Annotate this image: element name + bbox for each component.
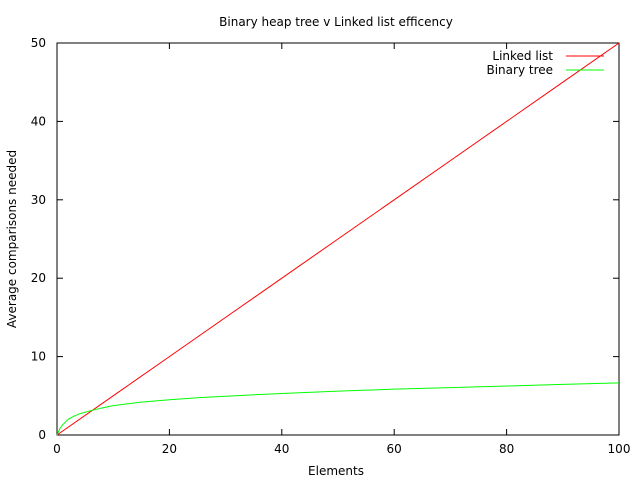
y-tick-label: 30 xyxy=(31,193,46,207)
axis-ticks: 0 20 40 60 80 100 0 10 20 30 40 50 xyxy=(31,36,631,456)
series-group xyxy=(56,42,620,436)
chart-title: Binary heap tree v Linked list efficency xyxy=(219,15,453,29)
x-tick-label: 60 xyxy=(387,442,402,456)
series-line-linked-list xyxy=(56,42,620,436)
y-tick-label: 50 xyxy=(31,36,46,50)
legend-label-binary-tree: Binary tree xyxy=(486,63,553,77)
y-tick-label: 0 xyxy=(38,428,46,442)
legend-label-linked-list: Linked list xyxy=(492,49,553,63)
x-axis-label: Elements xyxy=(308,464,364,478)
y-axis-label: Average comparisons needed xyxy=(5,150,19,328)
x-tick-label: 20 xyxy=(162,442,177,456)
x-tick-label: 0 xyxy=(53,442,61,456)
plot-area-border xyxy=(56,42,620,436)
y-tick-label: 20 xyxy=(31,271,46,285)
y-tick-label: 40 xyxy=(31,114,46,128)
x-tick-label: 80 xyxy=(499,442,514,456)
x-tick-label: 40 xyxy=(274,442,289,456)
x-tick-label: 100 xyxy=(608,442,631,456)
y-tick-label: 10 xyxy=(31,350,46,364)
series-line-binary-tree xyxy=(56,382,620,436)
